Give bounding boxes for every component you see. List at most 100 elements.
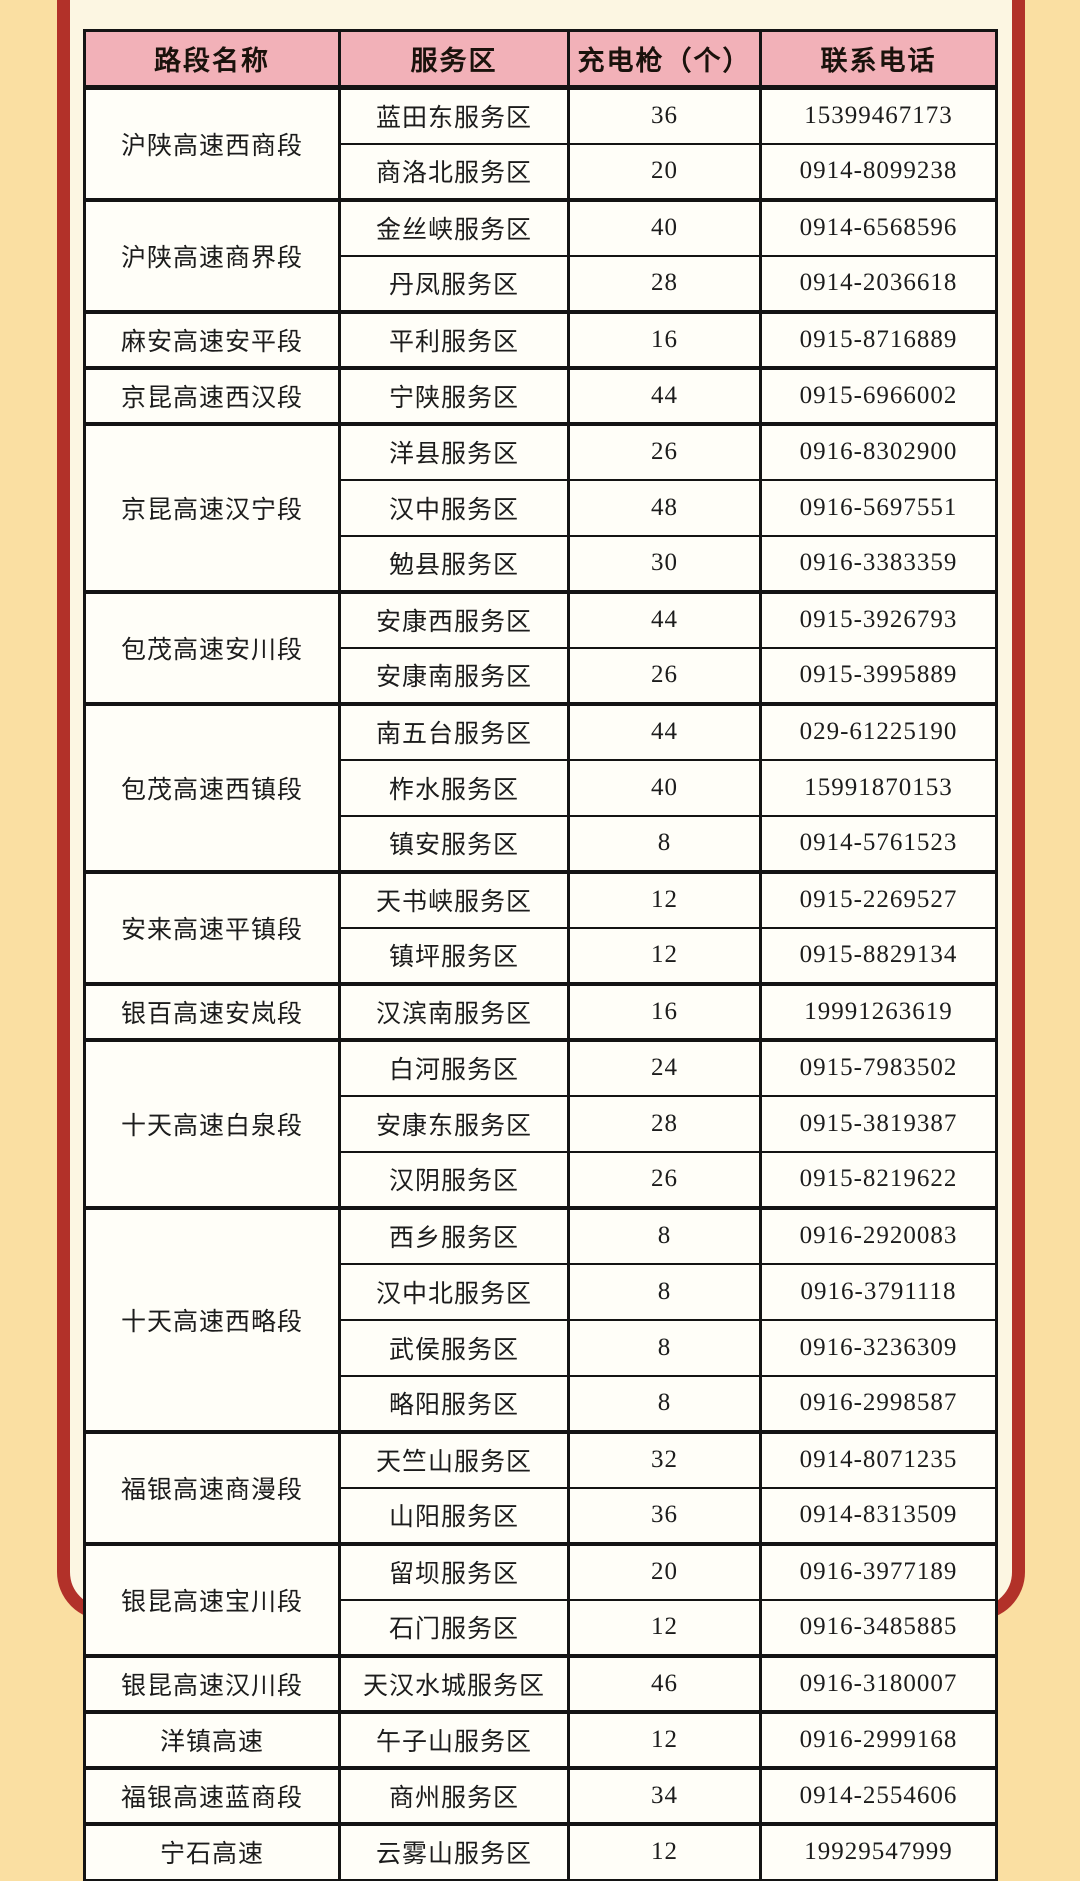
road-section-cell: 京昆高速西汉段 — [83, 365, 341, 425]
table-row: 汉中北服务区 8 0916-3791118 — [85, 1262, 998, 1321]
service-area-cell: 镇坪服务区 — [338, 926, 570, 985]
charging-guns-cell: 24 — [567, 1037, 762, 1097]
service-area-cell: 汉中服务区 — [338, 478, 570, 537]
phone-cell: 0914-8071235 — [759, 1429, 998, 1489]
service-area-cell: 石门服务区 — [338, 1598, 570, 1657]
charging-guns-cell: 16 — [567, 981, 762, 1041]
charging-guns-cell: 40 — [567, 197, 762, 257]
service-area-cell: 丹凤服务区 — [338, 254, 570, 313]
phone-cell: 0914-6568596 — [759, 197, 998, 257]
charging-guns-cell: 44 — [567, 589, 762, 649]
service-area-cell: 汉中北服务区 — [338, 1262, 570, 1321]
table-body: 沪陕高速西商段 蓝田东服务区 36 15399467173 商洛北服务区 20 0914-8… — [83, 85, 998, 1881]
charging-guns-cell: 20 — [567, 1541, 762, 1601]
service-area-cell: 勉县服务区 — [338, 534, 570, 593]
service-area-cell: 留坝服务区 — [338, 1541, 570, 1601]
charging-table-wrap: 路段名称 服务区 充电枪（个） 联系电话 沪陕高速西商段 蓝田东服务区 36 1539… — [83, 29, 998, 1881]
charging-stations-table: 路段名称 服务区 充电枪（个） 联系电话 沪陕高速西商段 蓝田东服务区 36 1539… — [83, 29, 998, 1881]
road-section-cell: 福银高速蓝商段 — [83, 1765, 341, 1825]
charging-guns-cell: 36 — [567, 85, 762, 145]
charging-guns-cell: 46 — [567, 1653, 762, 1713]
phone-cell: 0915-2269527 — [759, 869, 998, 929]
charging-guns-cell: 20 — [567, 142, 762, 201]
charging-guns-cell: 8 — [567, 1374, 762, 1433]
service-area-cell: 天竺山服务区 — [338, 1429, 570, 1489]
service-area-cell: 汉滨南服务区 — [338, 981, 570, 1041]
table-row: 汉阴服务区 26 0915-8219622 — [85, 1150, 998, 1209]
phone-cell: 0916-5697551 — [759, 478, 998, 537]
road-section-cell: 银昆高速宝川段 — [83, 1541, 341, 1657]
table-row: 石门服务区 12 0916-3485885 — [85, 1598, 998, 1657]
road-section-cell: 安来高速平镇段 — [83, 869, 341, 985]
charging-guns-cell: 8 — [567, 814, 762, 873]
phone-cell: 029-61225190 — [759, 701, 998, 761]
charging-guns-cell: 12 — [567, 1821, 762, 1881]
charging-guns-cell: 12 — [567, 926, 762, 985]
service-area-cell: 宁陕服务区 — [338, 365, 570, 425]
table-row: 银百高速安岚段 汉滨南服务区 16 19991263619 — [83, 981, 998, 1041]
road-section-cell: 银百高速安岚段 — [83, 981, 341, 1041]
road-section-cell: 福银高速商漫段 — [83, 1429, 341, 1545]
service-area-cell: 白河服务区 — [338, 1037, 570, 1097]
phone-cell: 0916-3180007 — [759, 1653, 998, 1713]
table-row: 京昆高速汉宁段 洋县服务区 26 0916-8302900 — [83, 421, 998, 593]
table-row: 商洛北服务区 20 0914-8099238 — [85, 142, 998, 201]
column-header-service-area: 服务区 — [338, 29, 570, 90]
table-row: 柞水服务区 40 15991870153 — [85, 758, 998, 817]
service-area-cell: 午子山服务区 — [338, 1709, 570, 1769]
road-section-cell: 包茂高速西镇段 — [83, 701, 341, 873]
charging-guns-cell: 26 — [567, 1150, 762, 1209]
table-row: 京昆高速西汉段 宁陕服务区 44 0915-6966002 — [83, 365, 998, 425]
service-area-cell: 镇安服务区 — [338, 814, 570, 873]
service-area-cell: 天书峡服务区 — [338, 869, 570, 929]
charging-guns-cell: 40 — [567, 758, 762, 817]
table-row: 福银高速蓝商段 商州服务区 34 0914-2554606 — [83, 1765, 998, 1825]
table-row: 福银高速商漫段 天竺山服务区 32 0914-8071235 — [83, 1429, 998, 1545]
service-area-cell: 南五台服务区 — [338, 701, 570, 761]
charging-guns-cell: 44 — [567, 701, 762, 761]
charging-guns-cell: 26 — [567, 646, 762, 705]
charging-guns-cell: 44 — [567, 365, 762, 425]
table-header-row: 路段名称 服务区 充电枪（个） 联系电话 — [83, 29, 998, 90]
phone-cell: 15399467173 — [759, 85, 998, 145]
road-section-cell: 沪陕高速西商段 — [83, 85, 341, 201]
phone-cell: 0915-3995889 — [759, 646, 998, 705]
charging-guns-cell: 34 — [567, 1765, 762, 1825]
phone-cell: 19991263619 — [759, 981, 998, 1041]
service-area-cell: 云雾山服务区 — [338, 1821, 570, 1881]
table-row: 银昆高速汉川段 天汉水城服务区 46 0916-3180007 — [83, 1653, 998, 1713]
charging-guns-cell: 36 — [567, 1486, 762, 1545]
service-area-cell: 汉阴服务区 — [338, 1150, 570, 1209]
table-row: 包茂高速安川段 安康西服务区 44 0915-3926793 — [83, 589, 998, 705]
column-header-phone: 联系电话 — [759, 29, 998, 90]
table-row: 银昆高速宝川段 留坝服务区 20 0916-3977189 — [83, 1541, 998, 1657]
table-row: 镇安服务区 8 0914-5761523 — [85, 814, 998, 873]
phone-cell: 0915-8716889 — [759, 309, 998, 369]
phone-cell: 0916-3383359 — [759, 534, 998, 593]
table-row: 沪陕高速商界段 金丝峡服务区 40 0914-6568596 — [83, 197, 998, 313]
phone-cell: 0915-6966002 — [759, 365, 998, 425]
table-row: 丹凤服务区 28 0914-2036618 — [85, 254, 998, 313]
phone-cell: 15991870153 — [759, 758, 998, 817]
phone-cell: 0915-8219622 — [759, 1150, 998, 1209]
charging-guns-cell: 28 — [567, 254, 762, 313]
charging-guns-cell: 12 — [567, 1598, 762, 1657]
road-section-cell: 京昆高速汉宁段 — [83, 421, 341, 593]
road-section-cell: 十天高速白泉段 — [83, 1037, 341, 1209]
table-row: 安来高速平镇段 天书峡服务区 12 0915-2269527 — [83, 869, 998, 985]
phone-cell: 0914-8313509 — [759, 1486, 998, 1545]
phone-cell: 0915-7983502 — [759, 1037, 998, 1097]
table-row: 安康东服务区 28 0915-3819387 — [85, 1094, 998, 1153]
service-area-cell: 平利服务区 — [338, 309, 570, 369]
service-area-cell: 安康东服务区 — [338, 1094, 570, 1153]
column-header-road-section: 路段名称 — [83, 29, 341, 90]
charging-guns-cell: 8 — [567, 1262, 762, 1321]
table-row: 武侯服务区 8 0916-3236309 — [85, 1318, 998, 1377]
service-area-cell: 西乡服务区 — [338, 1205, 570, 1265]
table-row: 镇坪服务区 12 0915-8829134 — [85, 926, 998, 985]
phone-cell: 19929547999 — [759, 1821, 998, 1881]
phone-cell: 0916-2999168 — [759, 1709, 998, 1769]
road-section-cell: 洋镇高速 — [83, 1709, 341, 1769]
service-area-cell: 天汉水城服务区 — [338, 1653, 570, 1713]
table-row: 十天高速西略段 西乡服务区 8 0916-2920083 — [83, 1205, 998, 1433]
